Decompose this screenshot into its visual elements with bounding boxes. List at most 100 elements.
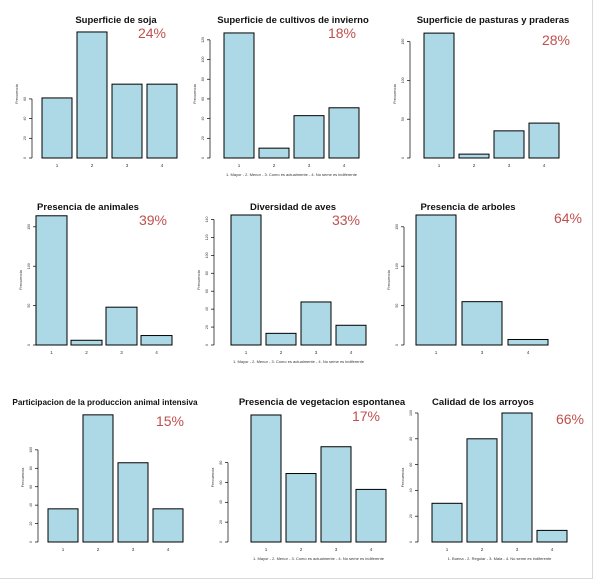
y-tick-label: 40 <box>201 117 205 121</box>
chart-panel: Superficie de cultivos de invierno 18% 0 20… <box>192 0 394 193</box>
x-tick-label: 4 <box>543 163 546 168</box>
y-axis-label: Frecuencia <box>192 83 197 104</box>
x-tick-label: 2 <box>300 547 303 552</box>
y-tick-label: 0 <box>401 157 405 159</box>
bar <box>501 412 533 543</box>
bar <box>415 214 457 346</box>
bar <box>35 215 68 346</box>
x-axis-note: 1. Mayor - 2. Menor - 3. Como es actualm… <box>253 556 385 561</box>
y-tick-label: 100 <box>409 410 413 416</box>
x-tick-label: 3 <box>126 163 129 168</box>
y-tick-label: 20 <box>23 136 27 140</box>
y-tick-label: 80 <box>29 466 33 470</box>
chart-panel: Presencia de animales 39% 0 50 100 150 Frecuen… <box>0 193 198 386</box>
bar <box>285 473 317 543</box>
x-tick-label: 3 <box>516 547 519 552</box>
bar <box>146 83 178 159</box>
y-tick-label: 150 <box>27 224 31 230</box>
y-tick-label: 50 <box>27 304 31 308</box>
percent-annotation: 17% <box>352 408 380 424</box>
x-axis-note: 1. Buena - 2. Regular - 3. Mala - 4. No … <box>448 556 553 561</box>
percent-annotation: 28% <box>542 32 570 48</box>
y-tick-label: 60 <box>409 463 413 467</box>
chart-panel: Calidad de los arroyos 66% 0 20 40 60 80 100 Fre… <box>394 386 592 579</box>
x-tick-label: 1 <box>62 547 65 552</box>
y-tick-label: 80 <box>219 461 223 465</box>
y-axis-label: Frecuencia <box>392 83 397 104</box>
x-tick-label: 1 <box>265 547 268 552</box>
y-tick-label: 60 <box>219 480 223 484</box>
percent-annotation: 64% <box>554 210 582 226</box>
y-tick-label: 120 <box>201 37 205 43</box>
bar <box>293 115 325 159</box>
y-axis-label: Frecuencia <box>14 83 19 104</box>
percent-annotation: 33% <box>332 212 360 228</box>
y-tick-label: 100 <box>395 263 399 269</box>
y-tick-label: 40 <box>23 117 27 121</box>
bar <box>140 335 173 346</box>
y-tick-label: 60 <box>29 485 33 489</box>
x-tick-label: 1 <box>245 350 248 355</box>
percent-annotation: 39% <box>139 212 167 228</box>
bar <box>152 508 184 543</box>
bar <box>507 338 549 346</box>
bar <box>76 31 108 159</box>
bar <box>536 529 568 543</box>
x-tick-label: 4 <box>155 350 158 355</box>
chart-panel: Presencia de vegetacion espontanea 17% 0 20… <box>196 386 406 579</box>
y-tick-label: 40 <box>29 503 33 507</box>
y-tick-label: 120 <box>205 234 209 240</box>
y-tick-label: 100 <box>201 57 205 63</box>
x-tick-label: 2 <box>273 163 276 168</box>
y-tick-label: 0 <box>409 541 413 543</box>
y-tick-label: 100 <box>401 77 405 83</box>
y-tick-label: 150 <box>401 39 405 45</box>
chart-panel: Diversidad de aves 33% 0 20 40 60 80 100 120 140 F… <box>196 193 394 386</box>
chart-svg-9: Calidad de los arroyos 66% 0 20 40 60 80 100 Fre… <box>400 397 584 561</box>
x-tick-label: 4 <box>350 350 353 355</box>
x-tick-label: 3 <box>132 547 135 552</box>
bar <box>223 32 255 159</box>
chart-panel: Participacion de la produccion animal in… <box>0 386 198 579</box>
bar <box>528 122 560 159</box>
bar <box>41 97 73 159</box>
x-tick-label: 4 <box>167 547 170 552</box>
bar <box>328 107 360 159</box>
x-tick-label: 4 <box>527 350 530 355</box>
y-tick-label: 40 <box>219 500 223 504</box>
chart-title: Superficie de soja <box>75 15 157 26</box>
x-tick-label: 3 <box>120 350 123 355</box>
bar <box>320 446 352 543</box>
y-tick-label: 0 <box>219 541 223 543</box>
bar <box>355 488 387 543</box>
y-tick-label: 0 <box>205 344 209 346</box>
chart-title: Superficie de pasturas y praderas <box>417 15 570 26</box>
x-tick-label: 1 <box>56 163 59 168</box>
bar <box>466 438 498 543</box>
y-tick-label: 0 <box>201 157 205 159</box>
bar <box>117 462 149 543</box>
y-tick-label: 20 <box>201 136 205 140</box>
percent-annotation: 18% <box>328 25 356 41</box>
x-tick-label: 3 <box>508 163 511 168</box>
x-tick-label: 1 <box>438 163 441 168</box>
bar <box>423 32 455 159</box>
chart-panel: Superficie de pasturas y praderas 28% 0 50 1… <box>392 0 592 193</box>
y-tick-label: 80 <box>201 77 205 81</box>
y-axis-label: Frecuencia <box>196 269 201 290</box>
y-axis-label: Frecuencia <box>210 467 215 488</box>
x-tick-label: 2 <box>481 547 484 552</box>
x-tick-label: 4 <box>551 547 554 552</box>
chart-title: Presencia de vegetacion espontanea <box>239 397 406 408</box>
x-tick-label: 2 <box>91 163 94 168</box>
x-tick-label: 1 <box>435 350 438 355</box>
x-tick-label: 4 <box>370 547 373 552</box>
bar <box>82 414 114 543</box>
x-tick-label: 4 <box>161 163 164 168</box>
y-tick-label: 60 <box>205 289 209 293</box>
y-tick-label: 50 <box>395 304 399 308</box>
